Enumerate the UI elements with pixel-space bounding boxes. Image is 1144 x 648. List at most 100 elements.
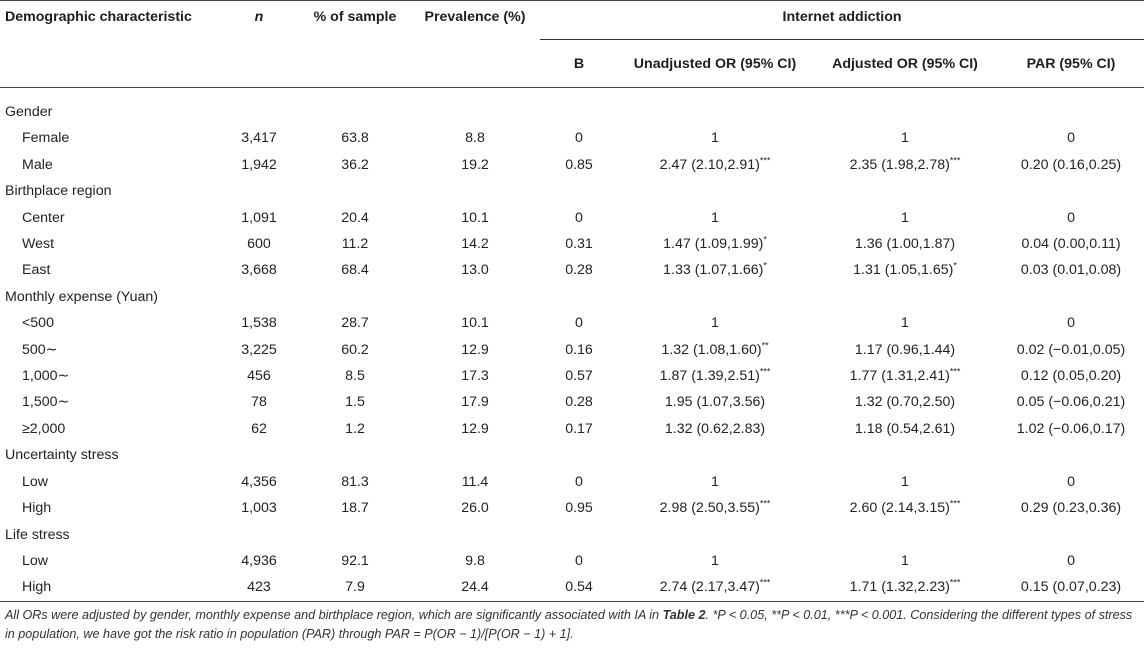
or-value: 1 [711,209,719,226]
category-label: Monthly expense (Yuan) [5,288,158,305]
table-row: High 1,003 18.7 26.0 0.95 2.98 (2.50,3.55)***… [0,495,1144,521]
cell-pct: 1.2 [345,420,365,437]
cell-n: 423 [218,574,300,602]
table-row: 1,500∼ 78 1.5 17.9 0.28 1.95 (1.07,3.56) 1.32 … [0,389,1144,415]
or-value: 1.87 (1.39,2.51) [659,368,760,385]
cell-n: 4,356 [241,473,277,490]
cell-pct: 20.4 [341,209,369,226]
results-table: Demographic characteristic n % of sample… [0,0,1144,602]
or-value: 1.71 (1.32,2.23) [849,579,950,596]
table-row: <500 1,538 28.7 10.1 0 1 1 0 [0,310,1144,336]
cell-b: 0.85 [565,156,593,173]
or-value: 2.60 (2.14,3.15) [849,500,950,517]
header-par: PAR (95% CI) [1026,55,1116,72]
cell-adjusted-or: 1 [812,125,998,151]
cell-prevalence: 13.0 [461,262,489,279]
footnote-text-2: . *P < 0.05, **P < 0.01, ***P < 0.001. C… [5,607,1133,642]
row-label: Low [22,552,49,569]
or-value: 1 [711,552,719,569]
or-value: 1.33 (1.07,1.66) [663,262,764,279]
cell-adjusted-or: 1.36 (1.00,1.87) [812,231,998,257]
cell-unadjusted-or: 2.47 (2.10,2.91)*** [618,152,812,178]
or-value: 1.47 (1.09,1.99) [663,236,764,253]
cell-par: 0.15 (0.07,0.23) [998,574,1144,602]
cell-unadjusted-or: 1.47 (1.09,1.99)* [618,231,812,257]
cell-n: 1,091 [241,209,277,226]
table-row: 1,000∼ 456 8.5 17.3 0.57 1.87 (1.39,2.51)*** 1… [0,363,1144,389]
cell-pct: 68.4 [341,262,369,279]
row-label: Male [22,156,53,173]
or-value: 2.47 (2.10,2.91) [659,156,760,173]
cell-par: 0.29 (0.23,0.36) [1020,500,1122,517]
table-body: Gender Female 3,417 63.8 8.8 0 1 1 0 Male 1,942 36.… [0,88,1144,602]
cell-par: 1.02 (−0.06,0.17) [1016,420,1126,437]
cell-unadjusted-or: 1 [618,310,812,336]
row-label: High [0,574,218,602]
cell-n: 1,003 [241,500,277,517]
cell-prevalence: 12.9 [461,341,489,358]
table-row: Center 1,091 20.4 10.1 0 1 1 0 [0,205,1144,231]
cell-pct: 36.2 [341,156,369,173]
header-demographic: Demographic characteristic [5,9,192,25]
significance-marker: * [763,234,767,245]
cell-par: 0.05 (−0.06,0.21) [1016,394,1126,411]
cell-par: 0.03 (0.01,0.08) [1020,262,1122,279]
significance-marker: ** [761,339,769,350]
row-label: <500 [22,315,54,332]
cell-pct: 11.2 [341,236,369,253]
cell-pct: 92.1 [341,552,369,569]
or-value: 1 [711,130,719,147]
cell-unadjusted-or: 1.95 (1.07,3.56) [618,389,812,415]
cell-unadjusted-or: 2.74 (2.17,3.47)*** [618,574,812,602]
row-label: High [22,500,52,517]
cell-adjusted-or: 1 [812,548,998,574]
table-row: 500∼ 3,225 60.2 12.9 0.16 1.32 (1.08,1.60)** 1… [0,337,1144,363]
category-label: Birthplace region [5,183,112,200]
cell-par: 0 [1067,552,1075,569]
significance-marker: *** [949,498,961,509]
cell-prevalence: 17.3 [461,368,489,385]
cell-unadjusted-or: 1.87 (1.39,2.51)*** [618,363,812,389]
cell-n: 3,668 [241,262,277,279]
category-row: Birthplace region [0,178,1144,204]
cell-pct: 63.8 [341,130,369,147]
cell-n: 1,538 [241,315,277,332]
cell-par: 0.20 (0.16,0.25) [1020,156,1122,173]
header-unadjusted-or: Unadjusted OR (95% CI) [633,55,797,72]
footnote-text-1: All ORs were adjusted by gender, monthly… [5,607,663,622]
header-adjusted-or: Adjusted OR (95% CI) [832,55,978,72]
cell-n: 600 [247,236,271,253]
cell-pct: 60.2 [341,341,369,358]
cell-b: 0 [575,552,583,569]
cell-par: 0 [1067,315,1075,332]
significance-marker: *** [759,498,771,509]
or-value: 1 [901,315,909,332]
cell-adjusted-or: 1.18 (0.54,2.61) [812,416,998,442]
cell-b: 0.57 [565,368,593,385]
or-value: 1.18 (0.54,2.61) [854,420,956,437]
or-value: 1.32 (0.62,2.83) [664,420,766,437]
cell-unadjusted-or: 1 [618,548,812,574]
cell-adjusted-or: 1.77 (1.31,2.41)*** [812,363,998,389]
cell-pct: 81.3 [341,473,369,490]
significance-marker: * [953,260,957,271]
or-value: 1 [901,209,909,226]
cell-pct: 8.5 [345,368,365,385]
significance-marker: *** [949,366,961,377]
cell-pct: 28.7 [341,315,369,332]
table-row: West 600 11.2 14.2 0.31 1.47 (1.09,1.99)* 1.36… [0,231,1144,257]
cell-b: 0 [575,473,583,490]
cell-prevalence: 10.1 [461,209,489,226]
or-value: 2.74 (2.17,3.47) [659,579,760,596]
row-label: West [22,236,55,253]
cell-unadjusted-or: 1 [618,205,812,231]
cell-adjusted-or: 1.71 (1.32,2.23)*** [812,574,998,602]
row-label: 1,500∼ [22,394,70,411]
cell-unadjusted-or: 1.33 (1.07,1.66)* [618,257,812,283]
or-value: 1 [901,130,909,147]
or-value: 1.77 (1.31,2.41) [849,368,950,385]
cell-adjusted-or: 1 [812,469,998,495]
cell-par: 0.04 (0.00,0.11) [1021,236,1121,253]
or-value: 2.98 (2.50,3.55) [659,500,760,517]
category-label: Life stress [5,526,70,543]
